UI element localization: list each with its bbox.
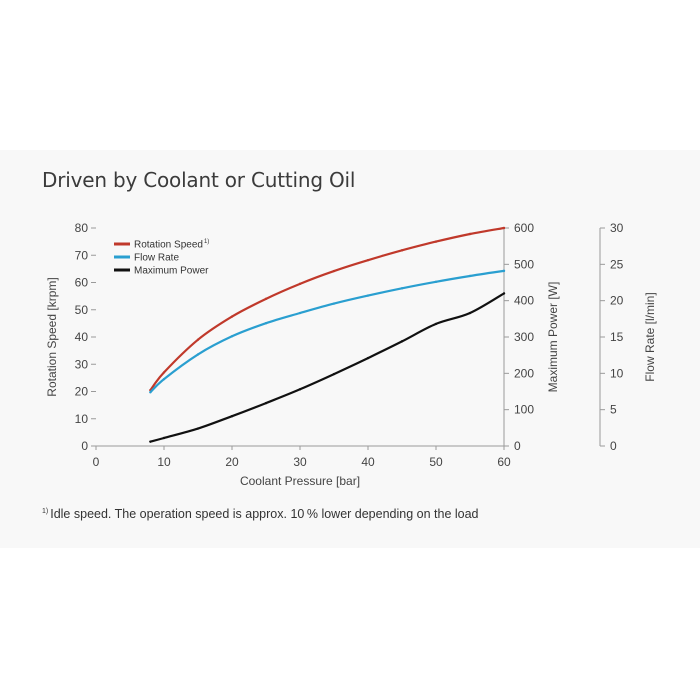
data-point-flow-rate bbox=[366, 294, 370, 297]
data-point-rotation-speed bbox=[196, 338, 200, 341]
power-tick-label: 400 bbox=[514, 294, 534, 308]
flow-tick-label: 0 bbox=[610, 439, 617, 453]
footnote-text: Idle speed. The operation speed is appro… bbox=[50, 507, 479, 521]
data-point-maximum-power bbox=[468, 311, 472, 315]
rotation-tick-label: 80 bbox=[75, 221, 89, 235]
x-tick-label: 10 bbox=[157, 455, 171, 469]
x-tick-label: 40 bbox=[361, 455, 375, 469]
rotation-axis-title: Rotation Speed [krpm] bbox=[45, 277, 59, 396]
data-point-rotation-speed bbox=[230, 315, 234, 318]
data-point-maximum-power bbox=[332, 372, 336, 376]
flow-tick-label: 30 bbox=[610, 221, 624, 235]
data-point-rotation-speed bbox=[400, 249, 404, 252]
power-axis-title: Maximum Power [W] bbox=[546, 282, 560, 393]
data-point-flow-rate bbox=[298, 311, 302, 315]
data-point-maximum-power bbox=[196, 427, 200, 430]
data-point-rotation-speed bbox=[366, 258, 370, 262]
footnote-marker: 1) bbox=[42, 508, 49, 515]
data-point-maximum-power bbox=[502, 292, 506, 295]
x-tick-label: 30 bbox=[293, 455, 307, 469]
data-point-rotation-speed bbox=[162, 371, 166, 374]
footnote: 1) Idle speed. The operation speed is app… bbox=[42, 507, 479, 521]
rotation-tick-label: 60 bbox=[75, 276, 89, 290]
power-tick-label: 100 bbox=[514, 403, 534, 417]
data-point-maximum-power bbox=[149, 440, 152, 443]
data-point-rotation-speed bbox=[332, 269, 336, 273]
legend-label-rotation-speed: Rotation Speed bbox=[134, 240, 203, 251]
rotation-tick-label: 70 bbox=[75, 248, 89, 262]
data-point-maximum-power bbox=[434, 322, 438, 326]
data-point-rotation-speed bbox=[298, 282, 302, 286]
x-axis-title: Coolant Pressure [bar] bbox=[240, 474, 360, 488]
flow-axis-title: Flow Rate [l/min] bbox=[643, 292, 657, 381]
flow-tick-label: 25 bbox=[610, 257, 624, 271]
data-point-flow-rate bbox=[196, 353, 200, 356]
data-point-flow-rate bbox=[332, 302, 336, 305]
chart-panel bbox=[0, 150, 700, 548]
rotation-tick-label: 0 bbox=[81, 439, 88, 453]
series-line-flow-rate bbox=[149, 269, 506, 394]
data-point-flow-rate bbox=[434, 280, 438, 283]
rotation-tick-label: 40 bbox=[75, 330, 89, 344]
data-point-maximum-power bbox=[400, 340, 404, 343]
series-line-maximum-power bbox=[149, 292, 506, 443]
x-tick-label: 20 bbox=[225, 455, 239, 469]
data-point-flow-rate bbox=[264, 321, 268, 325]
data-point-flow-rate bbox=[149, 391, 152, 394]
rotation-tick-label: 30 bbox=[75, 357, 89, 371]
flow-tick-label: 5 bbox=[610, 403, 617, 417]
data-point-maximum-power bbox=[264, 401, 268, 405]
data-point-flow-rate bbox=[468, 274, 472, 278]
rotation-tick-label: 10 bbox=[75, 412, 89, 426]
legend-superscript: 1) bbox=[204, 239, 209, 245]
x-tick-label: 60 bbox=[497, 455, 511, 469]
rotation-tick-label: 50 bbox=[75, 303, 89, 317]
rotation-tick-label: 20 bbox=[75, 385, 89, 399]
power-tick-label: 0 bbox=[514, 439, 521, 453]
chart-title: Driven by Coolant or Cutting Oil bbox=[42, 168, 356, 192]
power-tick-label: 200 bbox=[514, 366, 534, 380]
data-point-rotation-speed bbox=[468, 232, 472, 236]
legend-label-flow-rate: Flow Rate bbox=[134, 253, 179, 264]
power-tick-label: 500 bbox=[514, 257, 534, 271]
data-point-flow-rate bbox=[162, 377, 166, 381]
data-point-maximum-power bbox=[230, 415, 234, 418]
flow-tick-label: 10 bbox=[610, 366, 624, 380]
series-line-rotation-speed bbox=[149, 226, 506, 392]
data-point-rotation-speed bbox=[264, 297, 268, 301]
power-tick-label: 600 bbox=[514, 221, 534, 235]
legend-label-maximum-power: Maximum Power bbox=[134, 266, 209, 277]
data-point-maximum-power bbox=[298, 388, 302, 391]
data-point-flow-rate bbox=[502, 269, 506, 273]
x-tick-label: 50 bbox=[429, 455, 443, 469]
flow-tick-label: 15 bbox=[610, 330, 624, 344]
data-point-maximum-power bbox=[366, 356, 370, 360]
data-point-flow-rate bbox=[400, 287, 404, 290]
flow-tick-label: 20 bbox=[610, 294, 624, 308]
data-point-rotation-speed bbox=[502, 226, 506, 230]
x-tick-label: 0 bbox=[93, 455, 100, 469]
data-point-flow-rate bbox=[230, 335, 234, 338]
data-point-rotation-speed bbox=[434, 240, 438, 243]
power-tick-label: 300 bbox=[514, 330, 534, 344]
data-point-maximum-power bbox=[162, 436, 166, 440]
